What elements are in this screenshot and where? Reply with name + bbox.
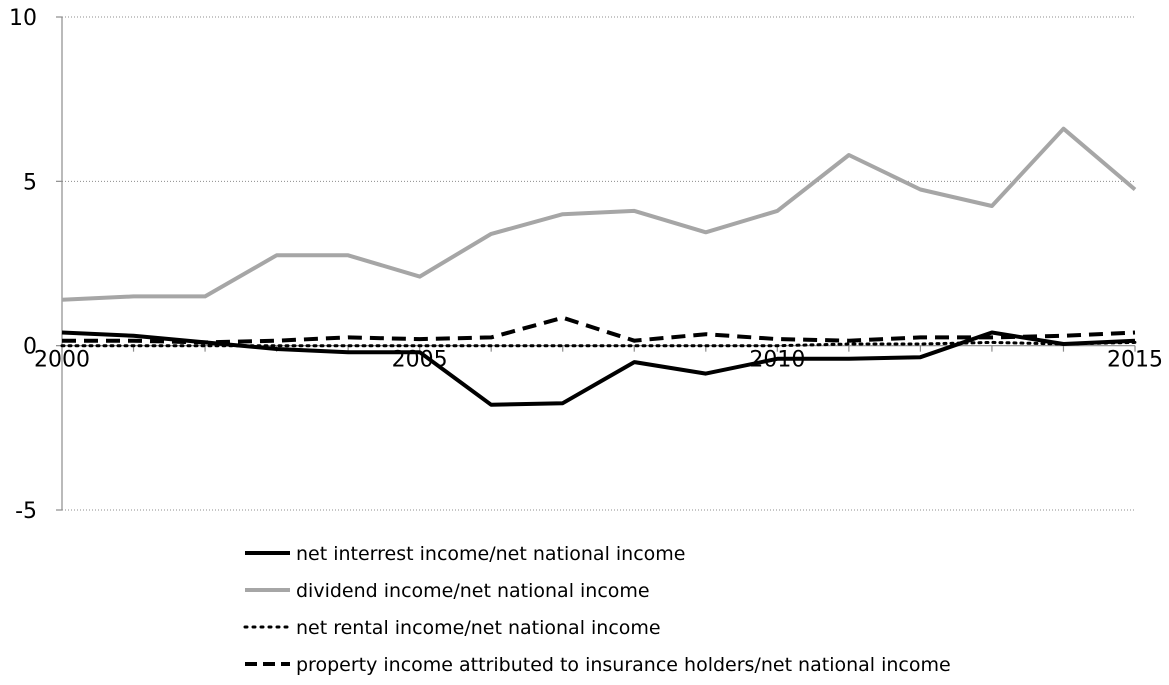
series-line-3 bbox=[62, 315, 1136, 345]
y-tick-label-0: 10 bbox=[9, 6, 37, 31]
legend-label-1: dividend income/net national income bbox=[296, 580, 650, 602]
series-lines bbox=[60, 126, 1137, 407]
series-line-0 bbox=[61, 330, 1136, 407]
tick-labels: 10 5 0 -5 2000 2005 2010 2015 bbox=[9, 6, 1163, 524]
gridlines bbox=[62, 16, 1135, 511]
x-tick-label-3: 2015 bbox=[1107, 348, 1163, 373]
legend-label-2: net rental income/net national income bbox=[296, 617, 661, 639]
x-tick-label-0: 2000 bbox=[34, 348, 90, 373]
x-tick-label-2: 2010 bbox=[749, 348, 805, 373]
legend: net interrest income/net national income… bbox=[243, 543, 951, 676]
legend-label-3: property income attributed to insurance … bbox=[296, 654, 951, 676]
x-tick-label-1: 2005 bbox=[392, 348, 448, 373]
y-tick-label-2: 0 bbox=[23, 335, 37, 360]
series-line-1 bbox=[61, 126, 1137, 302]
axes bbox=[56, 16, 1136, 511]
legend-label-0: net interrest income/net national income bbox=[296, 543, 685, 565]
y-tick-label-1: 5 bbox=[23, 170, 37, 195]
y-tick-label-3: -5 bbox=[15, 499, 37, 524]
